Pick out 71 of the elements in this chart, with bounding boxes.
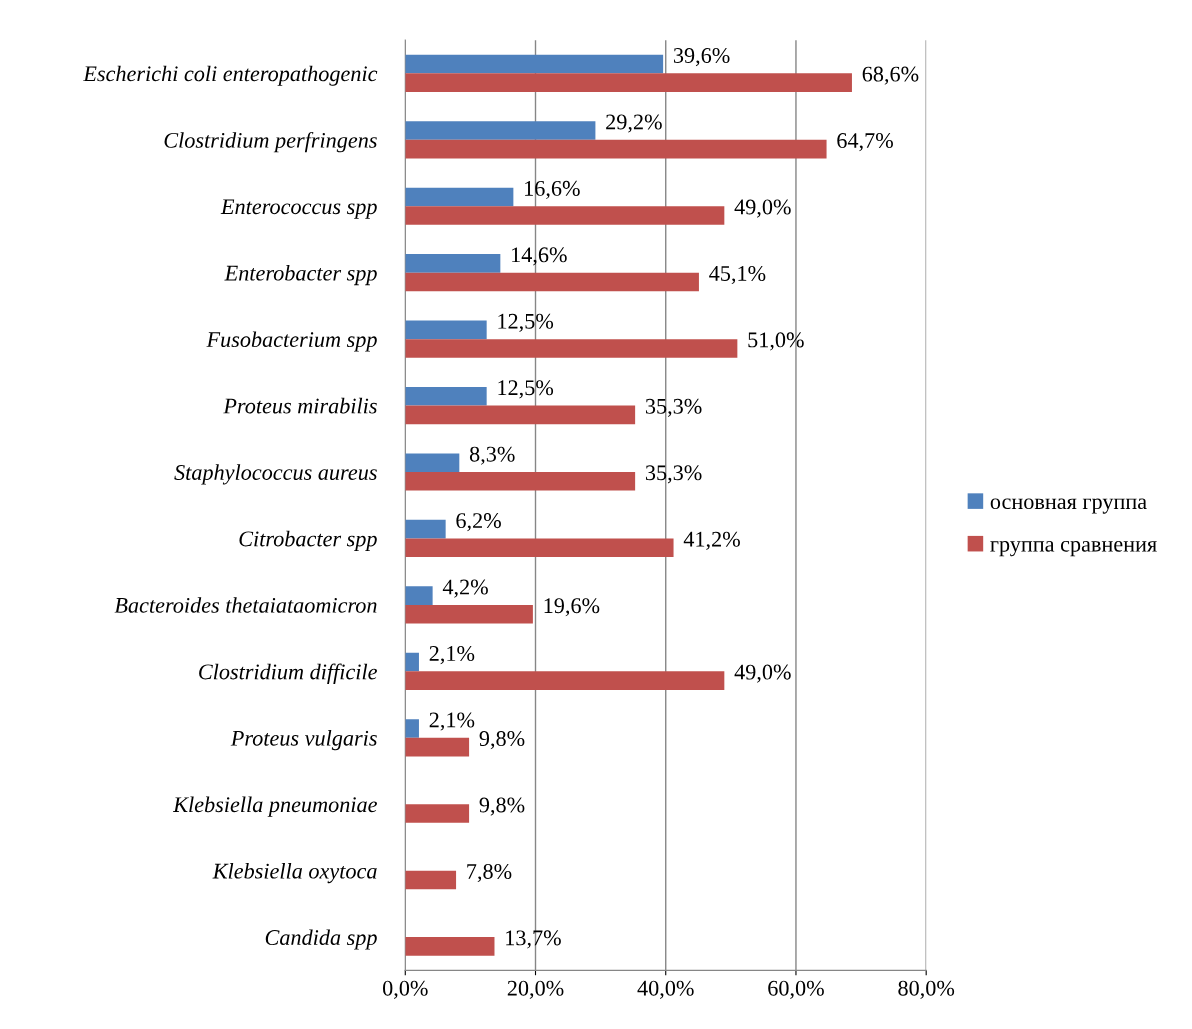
x-tick-label: 60,0%	[768, 980, 824, 999]
bar	[405, 719, 419, 738]
legend-label: основная группа	[990, 498, 1147, 514]
data-label: 39,6%	[673, 47, 730, 67]
bar	[405, 254, 501, 273]
data-label: 68,6%	[862, 66, 919, 85]
x-tick-label: 80,0%	[898, 980, 955, 999]
data-label: 12,5%	[498, 380, 554, 399]
data-label: 2,1%	[429, 712, 475, 731]
bar	[405, 54, 664, 74]
data-label: 29,2%	[606, 114, 662, 133]
data-label: 49,0%	[734, 199, 791, 218]
bar	[405, 386, 487, 406]
data-label: 35,3%	[645, 465, 702, 484]
y-tick-label: Enterococcus spp	[220, 199, 377, 219]
data-label: 7,8%	[467, 863, 512, 883]
y-tick-label: Clostridium perfringens	[164, 131, 377, 153]
data-label: 49,0%	[734, 664, 791, 683]
data-label: 41,2%	[683, 531, 740, 550]
bar	[405, 538, 674, 558]
y-tick-label: Escherichi coli enteropathogenic	[83, 65, 378, 86]
x-tick-label: 40,0%	[637, 980, 694, 999]
y-tick-label: Clostridium difficile	[199, 663, 377, 684]
bar	[405, 405, 636, 425]
data-label: 12,5%	[498, 313, 554, 332]
bar	[405, 652, 419, 672]
y-tick-label: Enterobacter spp	[224, 264, 377, 286]
y-tick-label: Bacteroides thetaiataomicron	[114, 597, 377, 613]
bar	[405, 187, 514, 207]
y-tick-label: Fusobacterium spp	[206, 331, 377, 352]
bar	[405, 121, 596, 140]
y-tick-label: Candida spp	[265, 929, 377, 950]
bar	[405, 339, 738, 358]
data-label: 2,1%	[429, 645, 475, 665]
bar	[405, 320, 487, 340]
bar	[405, 870, 457, 890]
bar	[405, 206, 725, 225]
legend-label: группа сравнения	[990, 540, 1157, 557]
bar	[405, 139, 827, 159]
data-label: 9,8%	[479, 797, 525, 816]
bar	[405, 604, 533, 624]
data-label: 6,2%	[456, 513, 501, 532]
bar	[405, 737, 470, 757]
data-label: 64,7%	[837, 133, 893, 152]
y-tick-label: Proteus mirabilis	[223, 397, 377, 414]
data-label: 16,6%	[525, 180, 580, 200]
bar	[405, 586, 433, 605]
bar	[405, 272, 699, 292]
data-label: 8,3%	[469, 446, 515, 465]
data-label: 14,6%	[512, 247, 567, 266]
data-label: 19,6%	[544, 598, 600, 617]
y-tick-label: Proteus vulgaris	[230, 730, 377, 751]
data-label: 51,0%	[748, 332, 804, 351]
data-label: 13,7%	[506, 930, 561, 949]
bar	[405, 73, 852, 92]
bar	[405, 804, 470, 823]
data-label: 45,1%	[709, 265, 766, 285]
bar	[405, 472, 636, 491]
y-tick-label: Klebsiella oxytoca	[212, 862, 377, 884]
x-tick-label: 0,0%	[382, 980, 428, 999]
data-label: 35,3%	[645, 398, 702, 417]
y-tick-label: Klebsiella pneumoniae	[172, 796, 377, 817]
bar	[405, 519, 446, 539]
y-tick-label: Staphylococcus aureus	[174, 464, 377, 485]
bar	[405, 671, 725, 690]
data-label: 4,2%	[442, 579, 488, 598]
bar	[405, 937, 495, 956]
x-tick-label: 20,0%	[507, 980, 564, 999]
bar	[405, 453, 460, 473]
data-label: 9,8%	[479, 731, 525, 750]
y-tick-label: Citrobacter spp	[239, 530, 377, 551]
